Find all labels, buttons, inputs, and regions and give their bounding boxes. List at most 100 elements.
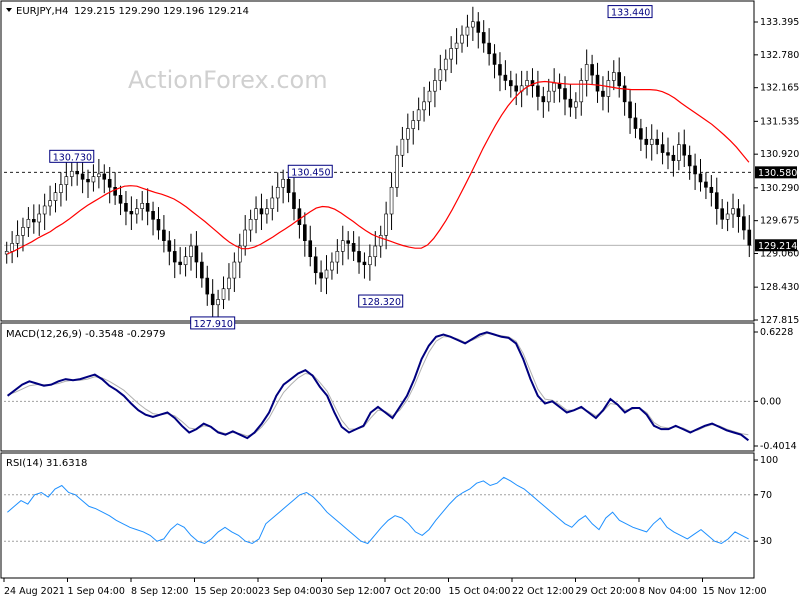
candle-body	[210, 293, 215, 306]
annotation-label: 127.910	[194, 319, 233, 330]
candle-body	[205, 277, 210, 295]
candle-body	[69, 170, 74, 177]
candle-body	[563, 88, 567, 100]
rsi-layer: 100 70 30	[4, 455, 778, 547]
candle-body	[492, 53, 497, 65]
candle-body	[319, 272, 323, 279]
candle-body	[454, 42, 459, 49]
annotation-label: 130.450	[291, 167, 330, 178]
candle-body	[335, 251, 340, 263]
candle-body	[4, 251, 9, 255]
ma-line	[6, 80, 750, 255]
candle-body	[86, 178, 90, 183]
x-tick-label: 15 Sep 20:00	[195, 586, 258, 597]
candle-body	[362, 261, 367, 266]
x-axis: 24 Aug 2021 1 Sep 04:00 8 Sep 12:00 15 Sep …	[3, 578, 767, 597]
candle-body	[167, 240, 172, 252]
candle-body	[324, 269, 329, 279]
price-tick-label: 132.780	[760, 50, 799, 61]
candle-body	[725, 213, 730, 220]
candle-body	[254, 208, 258, 220]
candle-body	[259, 208, 264, 215]
candle-body	[671, 154, 676, 161]
macd-line	[6, 331, 750, 442]
candle-body	[639, 128, 643, 140]
candle-body	[200, 261, 204, 279]
x-tick-label: 29 Oct 20:00	[576, 586, 638, 597]
annotation-label: 133.440	[611, 8, 650, 19]
candle-body	[644, 138, 649, 145]
candle-body	[476, 21, 481, 33]
candle-body	[292, 192, 296, 209]
candle-body	[194, 245, 199, 263]
macd-tick-label: 0.00	[760, 396, 781, 407]
candle-body	[330, 261, 334, 271]
candle-body	[617, 72, 622, 87]
candle-body	[172, 251, 177, 263]
candle-body	[107, 178, 112, 188]
rsi-panel-title: RSI(14) 31.6318	[6, 458, 87, 469]
candle-body	[232, 261, 237, 279]
price-level-box	[755, 239, 797, 252]
candle-body	[357, 251, 361, 263]
candle-body	[536, 85, 540, 97]
candle-body	[633, 117, 638, 129]
candle-body	[297, 208, 302, 225]
candle-body	[438, 69, 443, 81]
candle-body	[275, 186, 280, 199]
price-tick-label: 133.395	[760, 17, 799, 28]
candle-body	[151, 211, 155, 220]
candle-body	[59, 184, 63, 193]
candle-body	[91, 176, 96, 183]
candle-body	[156, 219, 161, 231]
x-tick-label: 1 Sep 04:00	[68, 586, 125, 597]
annotation-box	[287, 164, 333, 178]
x-tick-label: 15 Oct 04:00	[449, 586, 511, 597]
price-tick-label: 132.165	[760, 83, 799, 94]
candle-body	[508, 80, 513, 87]
price-tick-label: 130.290	[760, 183, 799, 194]
rsi-tick-label: 30	[760, 536, 772, 547]
macd-panel-frame	[0, 322, 755, 452]
candle-body	[649, 138, 654, 145]
candle-body	[465, 26, 470, 36]
candle-body	[655, 138, 659, 145]
price-level-label: 130.580	[758, 168, 797, 179]
candle-body	[270, 197, 275, 209]
candle-body	[124, 203, 128, 212]
x-tick-label: 24 Aug 2021	[4, 586, 65, 597]
annotation-box	[358, 294, 404, 308]
candle-body	[189, 245, 193, 258]
candle-body	[525, 80, 529, 87]
rsi-tick-label: 70	[760, 490, 772, 501]
candle-body	[303, 224, 307, 241]
candle-body	[481, 32, 486, 44]
candle-body	[129, 211, 134, 215]
candle-body	[736, 208, 741, 217]
candle-body	[601, 90, 605, 97]
candle-body	[75, 170, 79, 175]
candle-body	[660, 144, 665, 153]
candle-body	[37, 213, 42, 223]
candle-body	[487, 42, 491, 55]
candle-body	[693, 165, 697, 175]
candle-body	[606, 80, 611, 97]
candle-body	[590, 64, 594, 76]
annotation-box	[190, 316, 236, 330]
candle-body	[237, 245, 242, 263]
candle-body	[552, 82, 556, 92]
price-tick-label: 127.815	[760, 315, 799, 326]
candle-body	[704, 181, 708, 188]
x-tick-label: 15 Nov 12:00	[703, 586, 767, 597]
x-tick-label: 30 Sep 12:00	[322, 586, 385, 597]
chevron-down-icon[interactable]	[6, 8, 12, 12]
watermark: ActionForex.com	[128, 66, 328, 94]
candle-body	[21, 227, 25, 236]
candle-body	[742, 216, 746, 231]
candle-body	[265, 208, 269, 215]
candle-body	[731, 208, 735, 215]
candle-body	[416, 109, 421, 121]
price-level-label: 129.214	[758, 241, 797, 252]
x-tick-label: 8 Sep 12:00	[131, 586, 188, 597]
